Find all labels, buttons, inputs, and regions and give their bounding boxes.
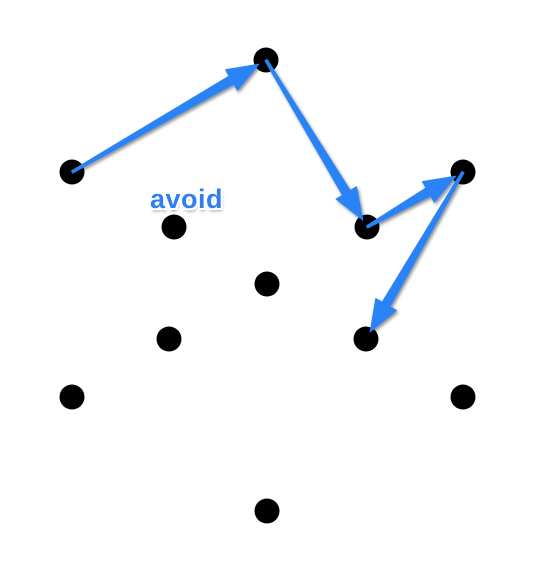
dot-bottom-center xyxy=(254,498,280,524)
dot-inner-upper-left xyxy=(161,214,187,240)
arrow-inner-upper-right-to-upper-right xyxy=(365,175,457,229)
avoid-label: avoid xyxy=(150,184,224,214)
dot-lower-left xyxy=(59,384,85,410)
dot-inner-lower-right xyxy=(353,326,379,352)
dot-center xyxy=(254,271,280,297)
arrows-layer xyxy=(70,58,465,333)
arrow-top-center-to-inner-upper-right xyxy=(264,58,364,221)
arrow-upper-right-to-inner-lower-right xyxy=(369,170,465,333)
dot-lower-right xyxy=(450,384,476,410)
dot-inner-lower-left xyxy=(156,326,182,352)
arrow-upper-left-to-top-center xyxy=(70,63,260,174)
dots-layer xyxy=(59,47,476,524)
